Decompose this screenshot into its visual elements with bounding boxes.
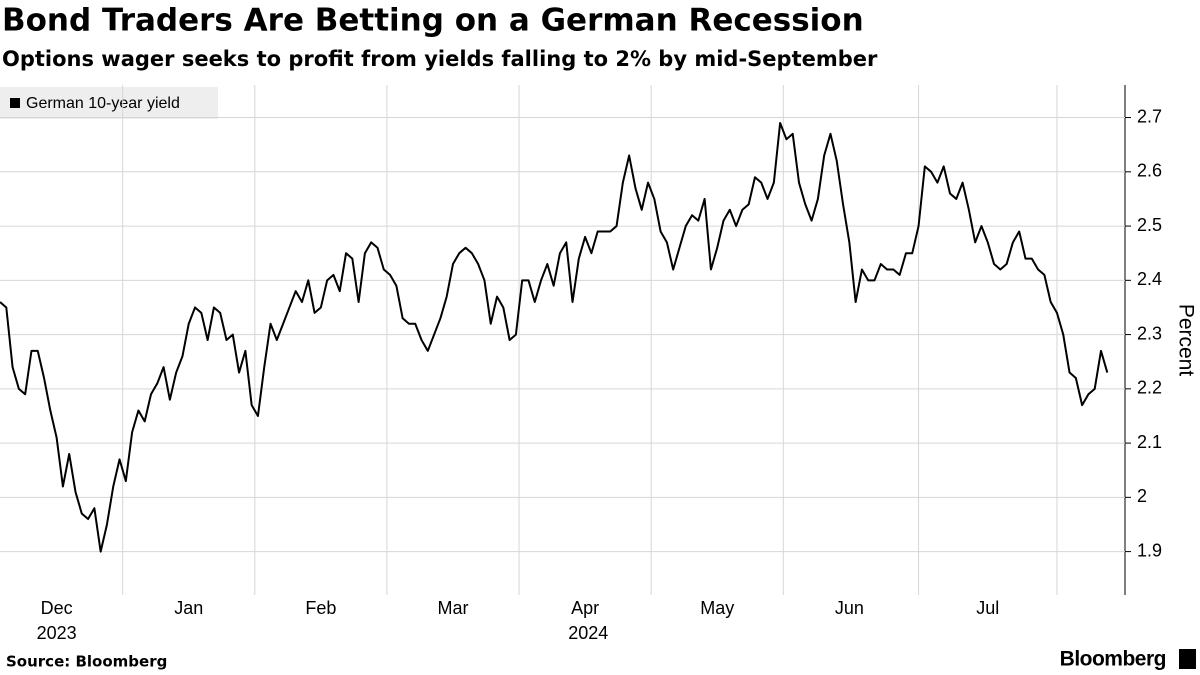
y-tick-label: 2.2	[1137, 378, 1162, 398]
y-tick-label: 2.3	[1137, 323, 1162, 343]
source: Source: Bloomberg	[6, 653, 167, 671]
legend-box	[0, 87, 218, 119]
x-tick-label: Jul	[976, 598, 999, 618]
legend-swatch	[10, 98, 20, 108]
x-year-label: 2023	[37, 623, 77, 643]
x-tick-label: Jun	[835, 598, 864, 618]
y-axis-label: Percent	[1174, 304, 1197, 377]
x-tick-label: Mar	[437, 598, 468, 618]
x-year-label: 2024	[568, 623, 608, 643]
y-tick-label: 2.1	[1137, 432, 1162, 452]
x-tick-label: Dec	[41, 598, 73, 618]
legend-label: German 10-year yield	[26, 95, 180, 112]
y-tick-label: 2.6	[1137, 161, 1162, 181]
y-tick-label: 1.9	[1137, 540, 1162, 560]
y-tick-label: 2.4	[1137, 269, 1162, 289]
x-tick-label: May	[700, 598, 734, 618]
x-tick-label: Feb	[305, 598, 336, 618]
logo: Bloomberg	[1060, 648, 1166, 671]
series-line	[0, 121, 1109, 553]
chart-subtitle: Options wager seeks to profit from yield…	[2, 47, 878, 71]
logo-icon	[1179, 649, 1196, 669]
y-tick-label: 2.7	[1137, 106, 1162, 126]
y-tick-label: 2	[1137, 486, 1147, 506]
chart-title: Bond Traders Are Betting on a German Rec…	[2, 3, 864, 39]
y-tick-label: 2.5	[1137, 215, 1162, 235]
x-tick-label: Jan	[174, 598, 203, 618]
x-tick-label: Apr	[571, 598, 599, 618]
